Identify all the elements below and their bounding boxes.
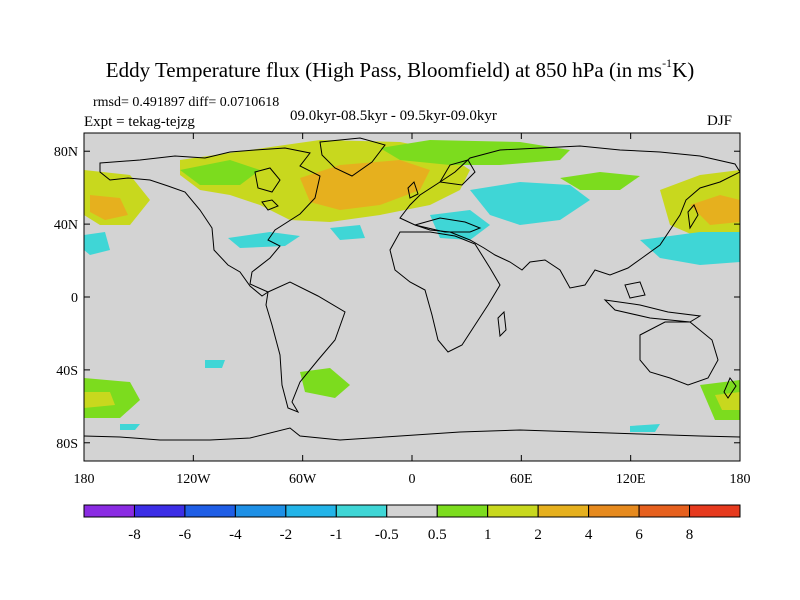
figure-title: Eddy Temperature flux (High Pass, Bloomf… <box>105 56 695 82</box>
coast-africa <box>389 231 501 353</box>
lat-tick-label: 80N <box>54 145 78 160</box>
coast-south-america <box>265 281 346 414</box>
colorbar-label: 2 <box>534 527 542 543</box>
coast-australia <box>639 321 719 386</box>
colorbar-label: -2 <box>280 527 293 543</box>
colorbar-swatch <box>487 504 539 518</box>
colorbar-swatch <box>184 504 236 518</box>
colorbar-label: -1 <box>330 527 343 543</box>
shade-canada-band <box>180 160 260 185</box>
coast-uk <box>407 181 419 199</box>
lat-tick-label: 80S <box>56 437 78 452</box>
colorbar-label: -6 <box>179 527 192 543</box>
shade-south-negative-3 <box>630 424 660 432</box>
shade-north-atlantic-core <box>300 160 430 210</box>
coast-indonesia <box>603 299 702 323</box>
lon-tick-label: 180 <box>74 472 95 487</box>
colorbar-swatch <box>588 504 640 518</box>
colorbar-swatch <box>638 504 691 518</box>
shade-south-indian-core <box>715 392 740 410</box>
coast-antarctica <box>84 427 740 441</box>
colorbar-label: 6 <box>635 527 643 543</box>
coast-scandinavia <box>439 159 476 186</box>
anomaly-shading <box>84 140 740 432</box>
shade-russia <box>560 172 640 190</box>
colorbar-swatch <box>689 504 741 518</box>
shade-west-pacific-negative <box>84 232 110 255</box>
lon-tick-label: 60W <box>289 472 317 487</box>
shade-south-atlantic <box>300 368 350 398</box>
colorbar-label: -8 <box>128 527 141 543</box>
colorbar-swatch <box>83 504 135 518</box>
shade-south-negative-1 <box>205 360 225 368</box>
colorbar-swatch <box>234 504 287 518</box>
colorbar-label: 0.5 <box>428 527 447 543</box>
shade-pacific-negative <box>640 232 740 265</box>
colorbar-label: 1 <box>484 527 492 543</box>
colorbar-swatch <box>285 504 337 518</box>
coast-greenland <box>319 137 386 177</box>
colorbar-swatch <box>386 504 438 518</box>
lon-tick-label: 120E <box>616 472 646 487</box>
shade-far-west-core <box>90 195 128 220</box>
coast-eurasia <box>399 145 740 289</box>
coast-med <box>414 217 482 233</box>
shade-eurasia-negative <box>470 182 590 225</box>
longitude-axis: 180 120W 60W 0 60E 120E 180 <box>74 133 751 487</box>
coast-great-lakes <box>261 199 279 211</box>
coast-new-zealand <box>723 377 737 399</box>
latitude-axis: 80N 40N 0 40S 80S <box>54 145 740 452</box>
lat-tick-label: 40S <box>56 364 78 379</box>
colorbar-swatch <box>335 504 388 518</box>
lat-tick-label: 40N <box>54 218 78 233</box>
coast-borneo <box>624 281 646 299</box>
colorbar-label: 8 <box>686 527 694 543</box>
colorbar-swatch <box>436 504 489 518</box>
shade-arctic-band <box>380 140 570 165</box>
lon-tick-label: 120W <box>176 472 211 487</box>
lon-tick-label: 0 <box>409 472 416 487</box>
season-label: DJF <box>707 113 733 129</box>
experiment-label: Expt = tekag-tejzg <box>84 114 195 130</box>
colorbar: -8 -6 -4 -2 -1 -0.5 0.5 1 2 4 6 8 <box>83 504 741 543</box>
colorbar-swatch <box>133 504 186 518</box>
lon-tick-label: 60E <box>510 472 533 487</box>
shade-south-pacific-core <box>84 392 115 408</box>
shade-atlantic-negative <box>330 225 365 240</box>
shade-pacific-nw-core <box>690 195 740 225</box>
lat-tick-label: 0 <box>71 291 78 306</box>
shade-south-negative-2 <box>120 424 140 430</box>
coastlines <box>84 137 740 441</box>
stats-label: rmsd= 0.491897 diff= 0.0710618 <box>93 95 280 110</box>
coast-japan <box>687 204 699 230</box>
coast-madagascar <box>497 310 507 338</box>
coast-hudson-bay <box>254 167 281 193</box>
lon-tick-label: 180 <box>730 472 751 487</box>
colorbar-label: -4 <box>229 527 242 543</box>
colorbar-label: -0.5 <box>375 527 399 543</box>
colorbar-label: 4 <box>585 527 593 543</box>
colorbar-swatch <box>537 504 590 518</box>
coast-north-america <box>99 147 321 297</box>
period-label: 09.0kyr-08.5kyr - 09.5kyr-09.0kyr <box>290 108 497 124</box>
shade-na-negative <box>228 232 300 248</box>
